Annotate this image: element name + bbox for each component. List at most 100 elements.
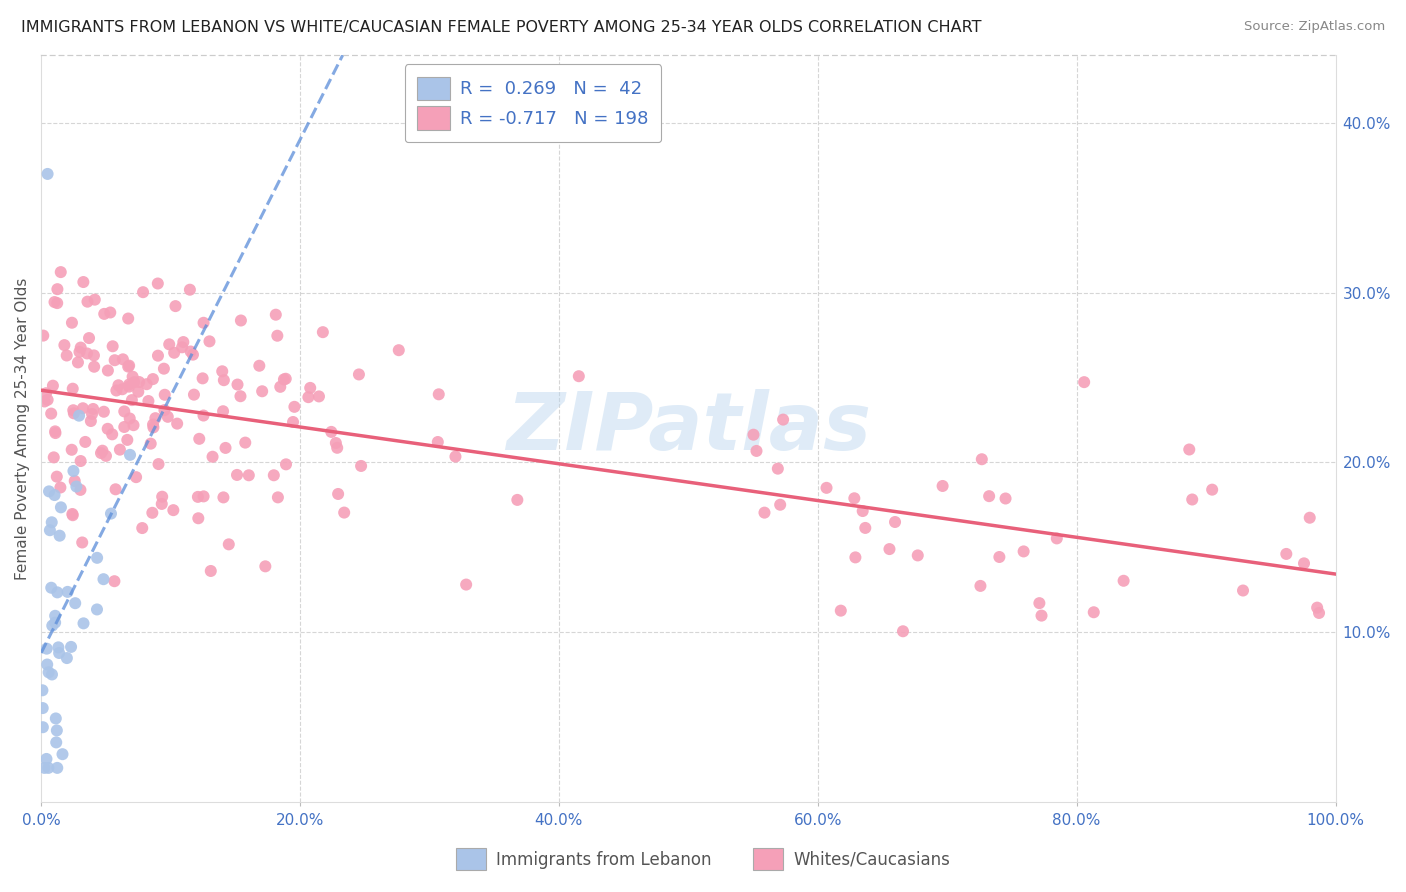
Point <box>37 392 59 407</box>
Point <box>60 442 83 457</box>
Point <box>112 404 135 418</box>
Point <box>46 282 69 296</box>
Point <box>212 404 235 418</box>
Point <box>45 469 67 483</box>
Point <box>226 467 249 482</box>
Point <box>97 422 120 436</box>
Point <box>180 344 202 359</box>
Point <box>146 277 169 291</box>
Point <box>1201 483 1223 497</box>
Point <box>325 436 347 450</box>
Point <box>994 491 1017 506</box>
Point <box>1031 608 1053 623</box>
Point <box>1275 547 1298 561</box>
Point <box>69 454 91 468</box>
Point <box>77 331 100 345</box>
Point <box>274 458 297 472</box>
Point <box>150 497 173 511</box>
Point <box>931 479 953 493</box>
Point <box>118 359 141 373</box>
Point <box>63 474 86 488</box>
Point <box>105 384 128 398</box>
Point <box>66 355 89 369</box>
Point <box>165 299 187 313</box>
Point <box>183 387 205 401</box>
Point <box>187 490 209 504</box>
Point <box>94 449 117 463</box>
Point <box>299 381 322 395</box>
Point <box>852 504 875 518</box>
Point <box>31 720 53 734</box>
Point <box>38 665 60 680</box>
Point <box>93 572 115 586</box>
Point <box>55 349 77 363</box>
Point <box>769 498 792 512</box>
Point <box>56 585 79 599</box>
Point <box>830 604 852 618</box>
Point <box>347 368 370 382</box>
Point <box>93 405 115 419</box>
Point <box>62 403 84 417</box>
Point <box>60 640 83 654</box>
Point <box>82 402 104 417</box>
Point <box>141 506 163 520</box>
Point <box>60 507 83 521</box>
Point <box>117 311 139 326</box>
Point <box>44 488 66 502</box>
Point <box>150 490 173 504</box>
Point <box>41 667 63 681</box>
Point <box>104 483 127 497</box>
Point <box>44 608 66 623</box>
Point <box>125 470 148 484</box>
Point <box>212 373 235 387</box>
Point <box>226 377 249 392</box>
Point <box>427 387 450 401</box>
Point <box>879 542 901 557</box>
Point <box>70 535 93 549</box>
Point <box>157 337 180 351</box>
Point <box>39 581 62 595</box>
Point <box>122 418 145 433</box>
Text: ZIPatlas: ZIPatlas <box>506 390 870 467</box>
Point <box>326 441 349 455</box>
Point <box>156 409 179 424</box>
Point <box>103 574 125 589</box>
Point <box>250 384 273 399</box>
Point <box>326 487 349 501</box>
Legend: R =  0.269   N =  42, R = -0.717   N = 198: R = 0.269 N = 42, R = -0.717 N = 198 <box>405 64 661 142</box>
Point <box>132 285 155 300</box>
Point <box>187 511 209 525</box>
Point <box>766 461 789 475</box>
Point <box>229 313 252 327</box>
Point <box>44 425 66 439</box>
Point <box>1178 442 1201 457</box>
Point <box>969 579 991 593</box>
Point <box>48 640 70 655</box>
Point <box>86 550 108 565</box>
Point <box>1232 583 1254 598</box>
Point <box>118 377 141 392</box>
Point <box>118 448 141 462</box>
Point <box>142 372 165 386</box>
Point <box>297 390 319 404</box>
Point <box>135 377 157 392</box>
Point <box>46 761 69 775</box>
Point <box>49 500 72 515</box>
Point <box>63 596 86 610</box>
Point <box>263 468 285 483</box>
Point <box>988 549 1011 564</box>
Point <box>63 406 86 420</box>
Point <box>131 521 153 535</box>
Point <box>218 537 240 551</box>
Point <box>45 735 67 749</box>
Point <box>844 491 866 506</box>
Point <box>80 407 103 421</box>
Point <box>83 348 105 362</box>
Point <box>76 346 98 360</box>
Point <box>388 343 411 358</box>
Point <box>48 646 70 660</box>
Point <box>166 417 188 431</box>
Y-axis label: Female Poverty Among 25-34 Year Olds: Female Poverty Among 25-34 Year Olds <box>15 277 30 580</box>
Point <box>907 549 929 563</box>
Point <box>772 412 794 426</box>
